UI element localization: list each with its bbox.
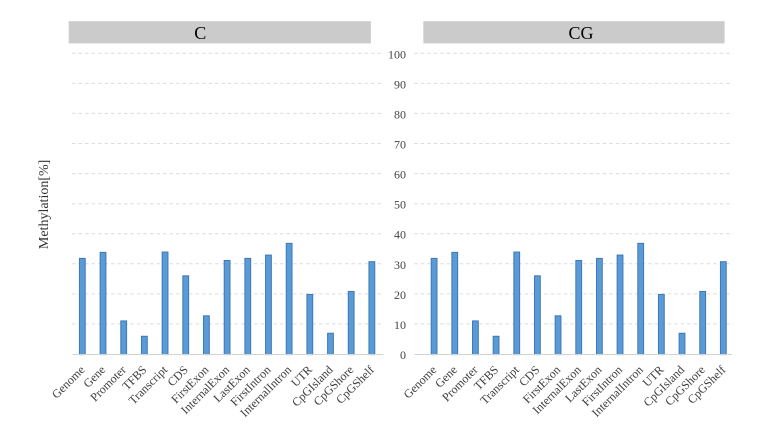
svg-text:80: 80	[394, 107, 406, 121]
svg-text:70: 70	[394, 138, 406, 152]
svg-text:Methylation[%]: Methylation[%]	[37, 160, 52, 249]
svg-text:10: 10	[394, 318, 406, 332]
svg-text:20: 20	[394, 288, 406, 302]
svg-text:40: 40	[394, 228, 406, 242]
svg-text:90: 90	[394, 77, 406, 91]
svg-text:C: C	[194, 23, 206, 43]
svg-text:100: 100	[388, 47, 406, 61]
svg-text:50: 50	[394, 198, 406, 212]
svg-text:0: 0	[400, 348, 406, 362]
svg-text:30: 30	[394, 258, 406, 272]
svg-text:CG: CG	[568, 23, 593, 43]
svg-text:60: 60	[394, 168, 406, 182]
